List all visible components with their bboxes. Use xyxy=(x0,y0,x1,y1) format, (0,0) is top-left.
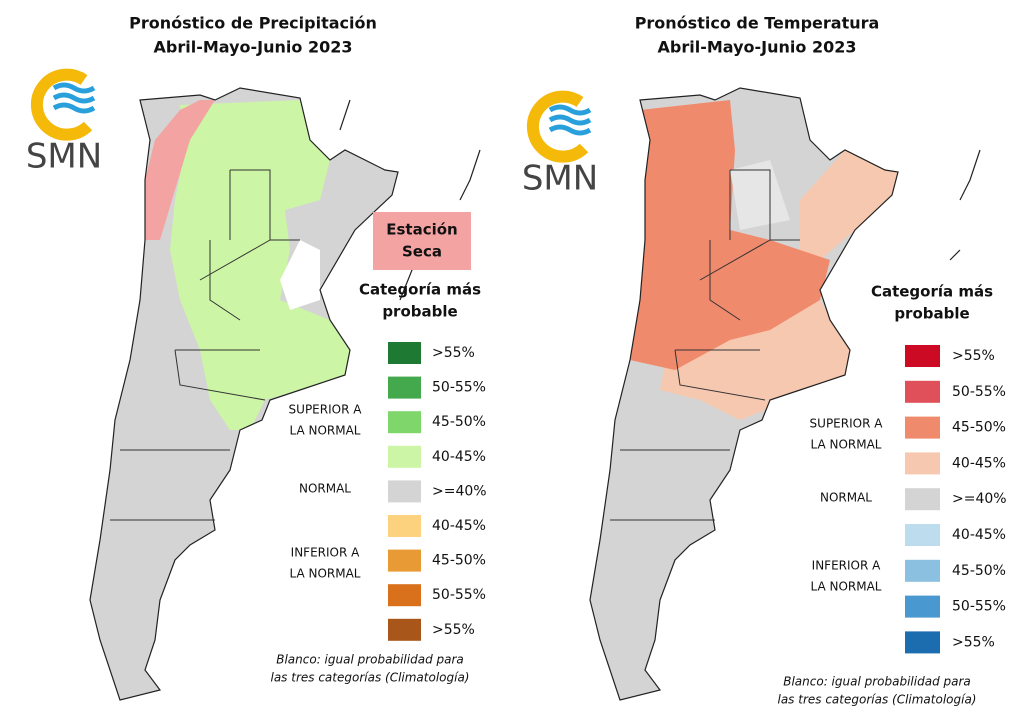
logo-text: SMN xyxy=(522,159,598,199)
legend-title: Categoría más xyxy=(871,283,993,301)
legend-label: 50-55% xyxy=(952,599,1006,615)
legend-group: LA NORMAL xyxy=(811,580,882,594)
legend-title: probable xyxy=(382,303,457,321)
panel-title: Abril-Mayo-Junio 2023 xyxy=(658,38,857,57)
legend-label: >=40% xyxy=(432,483,487,499)
legend-group: NORMAL xyxy=(299,482,351,496)
logo-ring xyxy=(526,90,589,163)
legend-label: >55% xyxy=(432,622,475,638)
legend-label: 45-50% xyxy=(432,414,486,430)
legend-group: SUPERIOR A xyxy=(289,403,363,417)
logo-wave xyxy=(548,124,592,136)
legend-label: >55% xyxy=(952,634,995,650)
legend-swatch xyxy=(905,488,940,511)
logo-ring xyxy=(30,68,93,141)
legend-swatch xyxy=(388,376,421,399)
legend-group: LA NORMAL xyxy=(811,438,882,452)
legend-swatch xyxy=(905,380,940,403)
legend-group: SUPERIOR A xyxy=(810,417,884,431)
note: Blanco: igual probabilidad para xyxy=(276,653,464,667)
legend-label: >55% xyxy=(432,345,475,361)
legend-label: >55% xyxy=(952,348,995,364)
legend-label: 40-45% xyxy=(952,527,1006,543)
logo-wave xyxy=(52,92,96,104)
note: las tres categorías (Climatología) xyxy=(270,671,469,685)
legend-group: INFERIOR A xyxy=(812,559,881,573)
note: Blanco: igual probabilidad para xyxy=(783,675,971,689)
legend-group: LA NORMAL xyxy=(290,567,361,581)
legend-swatch xyxy=(388,480,421,503)
legend-swatch xyxy=(905,559,940,582)
legend-label: 50-55% xyxy=(952,384,1006,400)
badge-text: Estación xyxy=(386,221,457,239)
legend-label: 50-55% xyxy=(432,380,486,396)
panel-title: Pronóstico de Precipitación xyxy=(129,14,377,33)
legend-swatch xyxy=(388,342,421,364)
legend-label: 40-45% xyxy=(432,518,486,534)
legend-label: 40-45% xyxy=(432,449,486,465)
legend-label: 45-50% xyxy=(952,563,1006,579)
legend-swatch xyxy=(905,452,940,475)
legend-swatch xyxy=(905,595,940,618)
badge xyxy=(373,212,471,270)
legend-swatch xyxy=(905,631,940,654)
badge-text: Seca xyxy=(402,243,442,261)
legend-swatch xyxy=(388,618,421,641)
legend-swatch xyxy=(388,411,421,434)
legend-swatch xyxy=(388,515,421,537)
logo-wave xyxy=(548,104,592,116)
logo-wave xyxy=(52,102,96,114)
legend-swatch xyxy=(388,445,421,468)
legend-swatch xyxy=(905,345,940,367)
logo-wave xyxy=(548,114,592,126)
panel-title: Pronóstico de Temperatura xyxy=(635,14,880,33)
legend-label: 40-45% xyxy=(952,455,1006,471)
legend-swatch xyxy=(905,524,940,546)
logo-text: SMN xyxy=(26,137,102,177)
panel-title: Abril-Mayo-Junio 2023 xyxy=(154,38,353,57)
legend-label: 45-50% xyxy=(432,553,486,569)
legend-swatch xyxy=(388,584,421,607)
legend-title: Categoría más xyxy=(359,281,481,299)
legend-label: 50-55% xyxy=(432,587,486,603)
logo-wave xyxy=(52,82,96,94)
note: las tres categorías (Climatología) xyxy=(777,693,976,707)
legend-swatch xyxy=(388,549,421,572)
legend-group: LA NORMAL xyxy=(290,424,361,438)
legend-swatch xyxy=(905,416,940,439)
legend-label: >=40% xyxy=(952,491,1007,507)
legend-group: INFERIOR A xyxy=(291,546,360,560)
legend-label: 45-50% xyxy=(952,420,1006,436)
legend-title: probable xyxy=(894,305,969,323)
legend-group: NORMAL xyxy=(820,491,872,505)
